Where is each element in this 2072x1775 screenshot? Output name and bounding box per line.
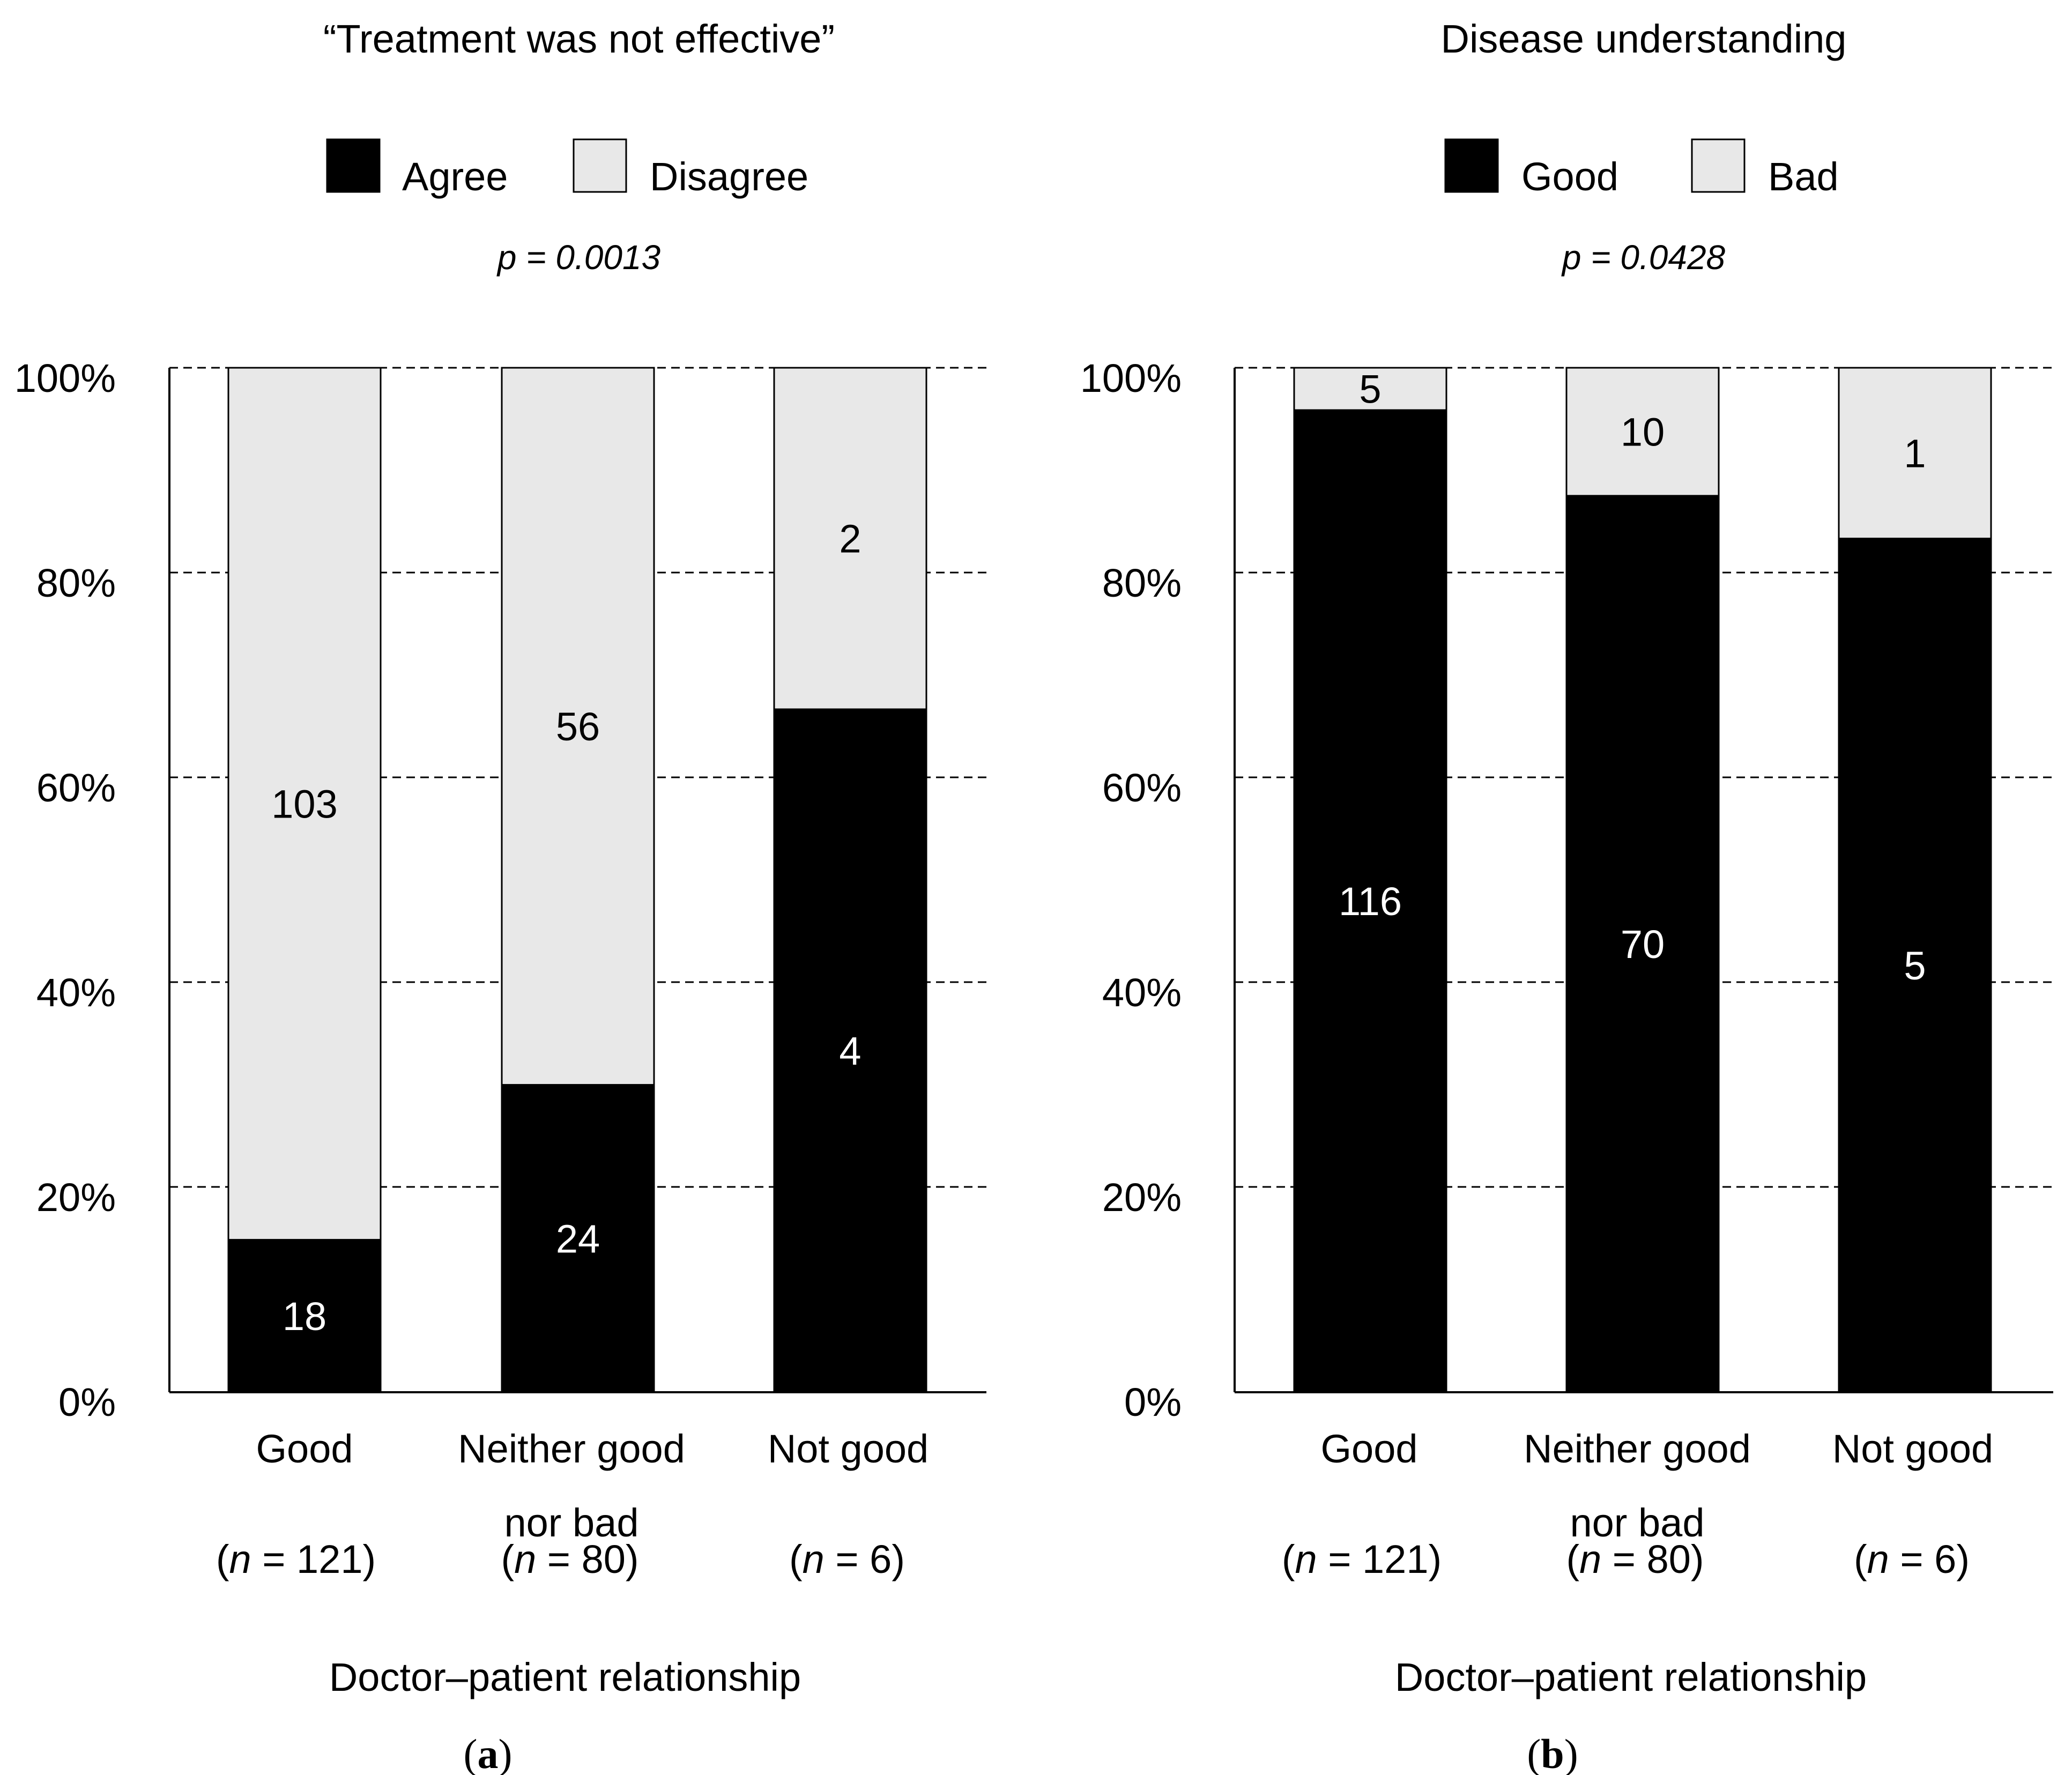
y-tick-labels: 100% 80% 60% 40% 20% 0%	[14, 356, 116, 1424]
n-value: 6	[870, 1537, 892, 1581]
n-value: 80	[1647, 1537, 1691, 1581]
chart-title: Disease understanding	[1441, 17, 1847, 61]
y-tick-label: 100%	[1080, 356, 1182, 400]
x-tick-label: Good	[256, 1427, 353, 1471]
data-label: 116	[1339, 879, 1402, 924]
legend-label-good: Good	[1521, 154, 1618, 199]
bar-segment-bad	[1565, 367, 1720, 497]
x-axis-title: Doctor–patient relationship	[1395, 1655, 1867, 1699]
y-tick-label: 0%	[58, 1380, 116, 1424]
x-axis-title: Doctor–patient relationship	[329, 1655, 801, 1699]
y-tick-label: 40%	[36, 970, 116, 1015]
y-tick-label: 80%	[1102, 561, 1182, 605]
data-label: 24	[556, 1216, 600, 1261]
x-tick-label: Not good	[768, 1427, 929, 1471]
bar-segment-good	[1293, 409, 1447, 1393]
data-label: 103	[271, 782, 337, 826]
n-value: 80	[582, 1537, 626, 1581]
n-labels: (n = 121) (n = 80) (n = 6)	[1282, 1537, 1970, 1581]
legend-swatch-good	[1444, 138, 1499, 193]
y-tick-label: 60%	[1102, 766, 1182, 810]
y-tick-label: 60%	[36, 766, 116, 810]
y-tick-label: 100%	[14, 356, 116, 400]
data-label: 5	[1904, 944, 1926, 988]
y-tick-label: 20%	[1102, 1175, 1182, 1220]
data-label: 70	[1621, 922, 1665, 967]
x-tick-label: Neither good	[1524, 1427, 1751, 1471]
n-value: 121	[1362, 1537, 1428, 1581]
panel-label: (b)	[1527, 1731, 1578, 1775]
x-tick-label: Neither good	[458, 1427, 685, 1471]
data-label: 2	[839, 517, 861, 561]
n-label: (n = 6)	[789, 1537, 905, 1581]
legend-swatch-agree	[326, 138, 381, 193]
bars: 116 5 70 10 5 1	[1293, 367, 1992, 1393]
bar-segment-good	[1565, 495, 1720, 1393]
x-tick-label: nor bad	[504, 1501, 639, 1545]
bar-segment-bad	[1838, 367, 1992, 539]
n-labels: (n = 121) (n = 80) (n = 6)	[216, 1537, 905, 1581]
legend-label-agree: Agree	[402, 154, 508, 199]
n-label: (n = 121)	[216, 1537, 376, 1581]
legend-swatch-bad	[1691, 138, 1746, 193]
data-label: 10	[1621, 410, 1665, 454]
y-tick-label: 0%	[1124, 1380, 1182, 1424]
n-label: (n = 80)	[501, 1537, 638, 1581]
panel-a: “Treatment was not effective” Agree Disa…	[14, 17, 986, 1775]
panel-letter: a	[478, 1731, 499, 1775]
x-tick-label: Good	[1320, 1427, 1417, 1471]
data-label: 4	[839, 1029, 861, 1073]
panel-letter: b	[1541, 1731, 1564, 1775]
x-tick-labels: Good Neither good nor bad Not good	[256, 1427, 929, 1545]
y-tick-label: 40%	[1102, 970, 1182, 1015]
legend-label-bad: Bad	[1768, 154, 1839, 199]
n-label: (n = 80)	[1566, 1537, 1704, 1581]
panel-b: Disease understanding Good Bad p = 0.042…	[1080, 17, 2053, 1775]
n-value: 121	[296, 1537, 362, 1581]
n-value: 6	[1934, 1537, 1956, 1581]
legend: Good Bad	[1444, 138, 1839, 199]
bar-segment-disagree	[227, 367, 382, 1241]
y-tick-labels: 100% 80% 60% 40% 20% 0%	[1080, 356, 1182, 1424]
n-label: (n = 121)	[1282, 1537, 1442, 1581]
data-label: 56	[556, 704, 600, 749]
legend-label-disagree: Disagree	[650, 154, 808, 199]
data-label: 18	[283, 1294, 326, 1339]
p-value: p = 0.0428	[1561, 238, 1726, 277]
panel-label: (a)	[464, 1731, 513, 1775]
n-label: (n = 6)	[1854, 1537, 1970, 1581]
chart-title: “Treatment was not effective”	[323, 17, 835, 61]
data-label: 5	[1359, 367, 1381, 411]
legend: Agree Disagree	[326, 138, 808, 199]
bar-segment-disagree	[501, 367, 655, 1086]
legend-swatch-disagree	[573, 138, 627, 193]
bars: 18 103 24 56 4 2	[227, 367, 927, 1393]
bar-segment-agree	[773, 708, 927, 1393]
p-value: p = 0.0013	[496, 238, 661, 277]
x-tick-label: nor bad	[1570, 1501, 1705, 1545]
y-tick-label: 80%	[36, 561, 116, 605]
x-tick-label: Not good	[1832, 1427, 1993, 1471]
data-label: 1	[1904, 431, 1926, 476]
bar-segment-disagree	[773, 367, 927, 710]
x-tick-labels: Good Neither good nor bad Not good	[1320, 1427, 1993, 1545]
bar-segment-bad	[1293, 367, 1447, 411]
bar-segment-agree	[501, 1084, 655, 1393]
y-tick-label: 20%	[36, 1175, 116, 1220]
